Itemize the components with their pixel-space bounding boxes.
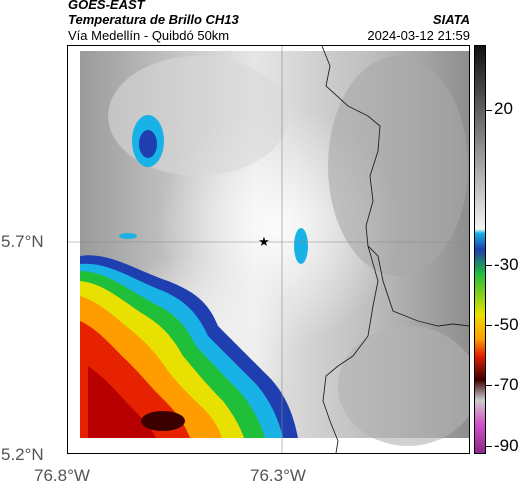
- cloud-cell-center: [294, 228, 308, 264]
- satellite-title: GOES-EAST: [68, 0, 145, 12]
- lon-label-76-8: 76.8°W: [34, 466, 90, 485]
- border-line-south: [322, 245, 379, 453]
- map-canvas: ★: [68, 46, 469, 453]
- cloud-cell-north: [132, 115, 164, 167]
- lat-label-5-2: 5.2°N: [1, 445, 44, 464]
- colorbar-label-20: 20: [494, 99, 513, 118]
- brand-label: SIATA: [432, 12, 470, 27]
- product-title: Temperatura de Brillo CH13: [68, 12, 239, 27]
- colorbar-label-minus50: -50: [494, 315, 519, 334]
- border-line: [321, 46, 469, 327]
- datetime-label: 2024-03-12 21:59: [367, 28, 470, 43]
- colorbar-label-minus30: -30: [494, 255, 519, 274]
- satellite-map: ★: [67, 45, 470, 454]
- colorbar: [474, 45, 486, 454]
- lat-label-5-7: 5.7°N: [1, 232, 44, 251]
- colorbar-label-minus70: -70: [494, 375, 519, 394]
- route-subtitle: Vía Medellín - Quibdó 50km: [68, 28, 230, 43]
- convective-cloud: [80, 255, 298, 438]
- lon-label-76-3: 76.3°W: [250, 466, 306, 485]
- colorbar-label-minus90: -90: [494, 436, 519, 455]
- location-marker-icon: ★: [258, 235, 270, 250]
